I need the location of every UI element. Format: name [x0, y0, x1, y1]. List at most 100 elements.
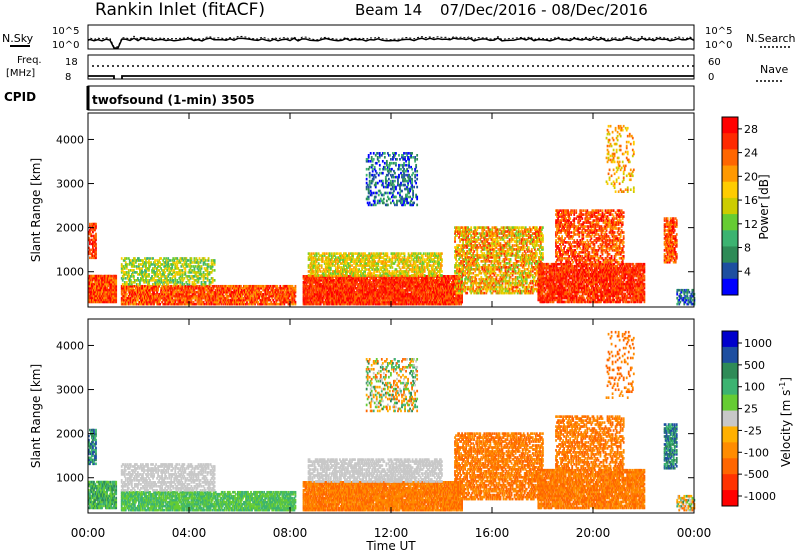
date-range: 07/Dec/2016 - 08/Dec/2016 [440, 1, 648, 19]
noise-tick-left-high: 10^5 [52, 26, 79, 37]
backscatter-cell [142, 259, 144, 262]
nave-tick-high: 60 [708, 57, 721, 68]
backscatter-cell [347, 270, 349, 273]
backscatter-cell [348, 252, 350, 255]
backscatter-cell [191, 265, 193, 268]
backscatter-cell [187, 259, 189, 262]
cpid-value: twofsound (1-min) 3505 [92, 93, 255, 107]
backscatter-cell [176, 257, 178, 260]
backscatter-cell [169, 259, 171, 262]
backscatter-cell [351, 264, 353, 267]
backscatter-cell [329, 252, 331, 255]
backscatter-cell [126, 293, 128, 296]
backscatter-cell [352, 252, 354, 255]
backscatter-cell [205, 277, 207, 280]
backscatter-cell [313, 270, 315, 273]
backscatter-cell [186, 283, 188, 286]
backscatter-cell [205, 281, 207, 284]
backscatter-cell [320, 270, 322, 273]
backscatter-cell [136, 303, 138, 306]
nsearch-label: N.Search [746, 32, 796, 45]
backscatter-cell [126, 271, 128, 274]
backscatter-cell [95, 223, 97, 226]
backscatter-cell [91, 235, 93, 238]
backscatter-cell [212, 269, 214, 272]
backscatter-cell [125, 277, 127, 280]
backscatter-cell [203, 271, 205, 274]
backscatter-cell [326, 252, 328, 255]
backscatter-cell [337, 252, 339, 255]
backscatter-cell [331, 252, 333, 255]
backscatter-cell [195, 265, 197, 268]
backscatter-cell [115, 275, 117, 278]
backscatter-cell [89, 223, 91, 226]
noise-tick-left-low: 10^0 [52, 40, 79, 51]
backscatter-cell [89, 239, 91, 242]
backscatter-cell [169, 277, 171, 280]
backscatter-cell [177, 281, 179, 284]
backscatter-cell [172, 279, 174, 282]
backscatter-cell [205, 259, 207, 262]
backscatter-cell [136, 265, 138, 268]
backscatter-cell [195, 283, 197, 286]
backscatter-cell [89, 257, 91, 260]
backscatter-cell [240, 285, 242, 288]
noise-tick-right-high: 10^5 [705, 26, 732, 37]
backscatter-cell [295, 295, 297, 298]
backscatter-cell [311, 252, 313, 255]
backscatter-cell [201, 265, 203, 268]
backscatter-cell [157, 273, 159, 276]
station-title: Rankin Inlet (fitACF) [95, 0, 265, 20]
backscatter-cell [191, 257, 193, 260]
backscatter-cell [192, 261, 194, 264]
cpid-label: CPID [4, 90, 36, 104]
backscatter-cell [127, 263, 129, 266]
backscatter-cell [130, 259, 132, 262]
backscatter-cell [126, 257, 128, 260]
backscatter-cell [319, 258, 321, 261]
backscatter-cell [449, 275, 451, 278]
backscatter-cell [128, 269, 130, 272]
backscatter-cell [134, 265, 136, 268]
backscatter-cell [133, 275, 135, 278]
backscatter-cell [161, 263, 163, 266]
nsearch-trace [88, 36, 694, 47]
backscatter-cell [164, 271, 166, 274]
noise-panel [88, 25, 694, 49]
backscatter-cell [262, 285, 264, 288]
backscatter-cell [183, 277, 185, 280]
freq-tick-high: 18 [65, 57, 78, 68]
noise-tick-right-low: 10^0 [705, 40, 732, 51]
backscatter-cell [151, 263, 153, 266]
backscatter-cell [198, 261, 200, 264]
beam-label: Beam 14 [355, 1, 422, 19]
backscatter-cell [137, 283, 139, 286]
backscatter-cell [181, 269, 183, 272]
backscatter-cell [159, 303, 161, 306]
backscatter-cell [158, 277, 160, 280]
backscatter-cell [159, 271, 161, 274]
backscatter-cell [138, 263, 140, 266]
backscatter-cell [214, 279, 216, 282]
backscatter-cell [205, 263, 207, 266]
backscatter-cell [204, 303, 206, 306]
backscatter-cell [95, 233, 97, 236]
backscatter-cell [308, 274, 310, 277]
backscatter-cell [214, 259, 216, 262]
backscatter-cell [295, 301, 297, 304]
backscatter-cell [319, 264, 321, 267]
backscatter-cell [154, 259, 156, 262]
backscatter-cell [360, 252, 362, 255]
backscatter-cell [89, 249, 91, 252]
nsky-label: N.Sky [2, 32, 34, 45]
freq-tick-low: 8 [65, 72, 71, 83]
nave-tick-low: 0 [708, 72, 714, 83]
backscatter-cell [262, 293, 264, 296]
backscatter-cell [183, 283, 185, 286]
backscatter-cell [121, 257, 123, 260]
nave-label: Nave [760, 63, 788, 76]
backscatter-cell [208, 263, 210, 266]
backscatter-cell [163, 257, 165, 260]
backscatter-cell [276, 285, 278, 288]
